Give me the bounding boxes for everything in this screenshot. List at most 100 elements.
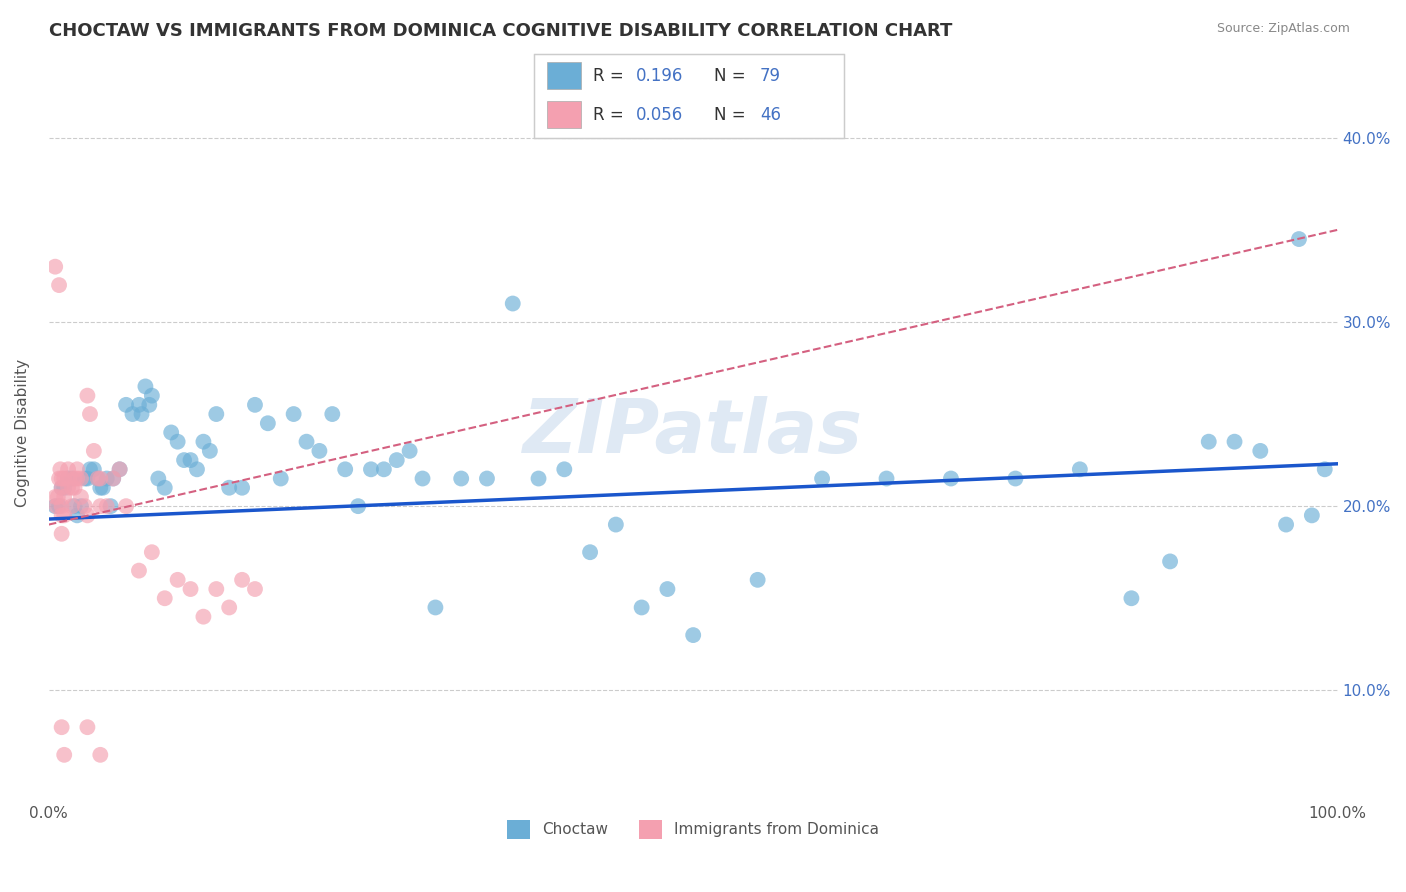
Point — [1198, 434, 1220, 449]
Point — [186, 462, 208, 476]
Point — [83, 443, 105, 458]
Point — [73, 499, 96, 513]
Point — [128, 564, 150, 578]
Text: CHOCTAW VS IMMIGRANTS FROM DOMINICA COGNITIVE DISABILITY CORRELATION CHART: CHOCTAW VS IMMIGRANTS FROM DOMINICA COGN… — [49, 22, 953, 40]
Point — [283, 407, 305, 421]
Point — [450, 471, 472, 485]
Point — [63, 499, 86, 513]
Point — [425, 600, 447, 615]
Point — [218, 481, 240, 495]
Point — [173, 453, 195, 467]
Point — [63, 471, 86, 485]
Point — [48, 499, 70, 513]
Point — [939, 471, 962, 485]
Point — [115, 398, 138, 412]
Point — [166, 573, 188, 587]
Point — [103, 471, 125, 485]
Text: 46: 46 — [761, 105, 782, 123]
Point — [1121, 591, 1143, 606]
Point — [160, 425, 183, 440]
Text: R =: R = — [593, 67, 628, 85]
Point — [231, 481, 253, 495]
Point — [70, 499, 93, 513]
Point — [89, 747, 111, 762]
Point — [270, 471, 292, 485]
Point — [1004, 471, 1026, 485]
Point — [198, 443, 221, 458]
Point — [79, 407, 101, 421]
Point — [79, 462, 101, 476]
Point — [308, 443, 330, 458]
Point — [51, 471, 73, 485]
Point — [502, 296, 524, 310]
Point — [63, 481, 86, 495]
Point — [630, 600, 652, 615]
Point — [1275, 517, 1298, 532]
Point — [66, 462, 89, 476]
Point — [360, 462, 382, 476]
Point — [108, 462, 131, 476]
Point — [56, 462, 79, 476]
Point — [89, 499, 111, 513]
Point — [91, 481, 114, 495]
Point — [321, 407, 343, 421]
Point — [1288, 232, 1310, 246]
Point — [73, 471, 96, 485]
Point — [876, 471, 898, 485]
Point — [205, 407, 228, 421]
Point — [398, 443, 420, 458]
Point — [60, 481, 83, 495]
Point — [76, 389, 98, 403]
Point — [121, 407, 143, 421]
Text: 0.056: 0.056 — [637, 105, 683, 123]
Point — [141, 545, 163, 559]
Point — [53, 481, 76, 495]
Point — [51, 499, 73, 513]
Point — [295, 434, 318, 449]
Point — [51, 481, 73, 495]
Point — [115, 499, 138, 513]
Point — [96, 499, 118, 513]
Point — [218, 600, 240, 615]
Point — [166, 434, 188, 449]
Point — [60, 499, 83, 513]
Point — [131, 407, 153, 421]
Point — [657, 582, 679, 596]
Point — [83, 462, 105, 476]
Point — [1159, 554, 1181, 568]
Point — [108, 462, 131, 476]
Point — [53, 490, 76, 504]
Point — [153, 481, 176, 495]
Point — [231, 573, 253, 587]
Point — [1069, 462, 1091, 476]
Text: R =: R = — [593, 105, 628, 123]
Text: ZIPatlas: ZIPatlas — [523, 396, 863, 469]
Point — [53, 471, 76, 485]
Point — [70, 490, 93, 504]
Point — [141, 389, 163, 403]
Point — [412, 471, 434, 485]
Point — [53, 747, 76, 762]
Point — [48, 471, 70, 485]
Point — [134, 379, 156, 393]
Point — [128, 398, 150, 412]
Point — [100, 499, 122, 513]
Point — [44, 499, 66, 513]
Point — [553, 462, 575, 476]
Point — [60, 471, 83, 485]
Point — [373, 462, 395, 476]
Point — [180, 582, 202, 596]
FancyBboxPatch shape — [547, 62, 581, 89]
Point — [811, 471, 834, 485]
Point — [138, 398, 160, 412]
Text: N =: N = — [714, 67, 751, 85]
Text: N =: N = — [714, 105, 751, 123]
Point — [205, 582, 228, 596]
Point — [243, 398, 266, 412]
Point — [56, 481, 79, 495]
Y-axis label: Cognitive Disability: Cognitive Disability — [15, 359, 30, 507]
Legend: Choctaw, Immigrants from Dominica: Choctaw, Immigrants from Dominica — [501, 814, 886, 845]
Point — [193, 609, 215, 624]
Point — [1249, 443, 1271, 458]
Point — [1313, 462, 1336, 476]
